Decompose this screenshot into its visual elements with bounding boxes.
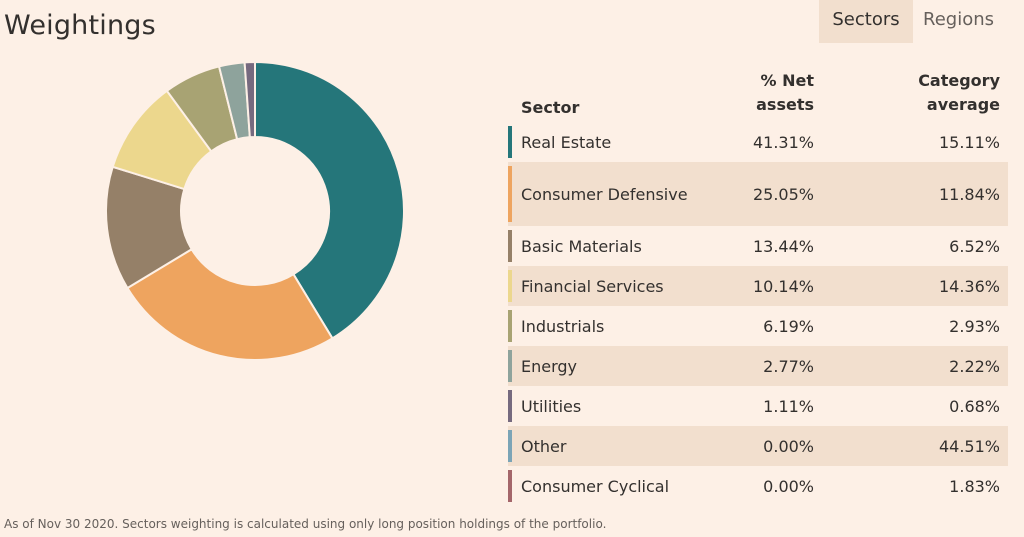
donut-slice-real-estate[interactable] [254,60,405,340]
sector-name: Financial Services [521,276,664,296]
table-row-financial-services: Financial Services 10.14% 14.36% [508,266,1008,306]
table-row-energy: Energy 2.77% 2.22% [508,346,1008,386]
page-title: Weightings [4,10,156,41]
legend-swatch [508,166,512,222]
category-average-value: 1.83% [949,476,1000,496]
table-row-real-estate: Real Estate 41.31% 15.11% [508,122,1008,162]
net-assets-value: 2.77% [763,356,814,376]
sector-name: Basic Materials [521,236,642,256]
net-assets-value: 1.11% [763,396,814,416]
tab-regions[interactable]: Regions [923,9,994,30]
column-header-net-assets: % Net assets [756,69,814,117]
tab-sectors[interactable]: Sectors [819,0,913,43]
category-average-value: 2.22% [949,356,1000,376]
table-row-consumer-cyclical: Consumer Cyclical 0.00% 1.83% [508,466,1008,506]
column-header-category-average: Category average [918,69,1000,117]
category-average-value: 14.36% [938,276,1000,296]
sector-name: Real Estate [521,132,612,152]
category-average-value: 15.11% [938,132,1000,152]
category-average-value: 6.52% [949,236,1000,256]
category-average-value: 0.68% [949,396,1000,416]
legend-swatch [508,310,512,342]
table-row-consumer-defensive: Consumer Defensive 25.05% 11.84% [508,162,1008,226]
table-body: Real Estate 41.31% 15.11% Consumer Defensiv… [508,122,1008,506]
sector-name: Utilities [521,396,582,416]
weightings-table: Sector % Net assets Category average Rea… [508,60,1008,506]
sector-name: Other [521,436,567,456]
column-header-sector: Sector [521,98,580,117]
legend-swatch [508,126,512,158]
legend-swatch [508,430,512,462]
column-header-net-assets-line1: % Net [760,71,815,90]
net-assets-value: 0.00% [763,476,814,496]
net-assets-value: 0.00% [763,436,814,456]
legend-swatch [508,230,512,262]
legend-swatch [508,270,512,302]
table-row-basic-materials: Basic Materials 13.44% 6.52% [508,226,1008,266]
tab-bar: Sectors Regions [819,0,1013,43]
donut-slice-utilities[interactable] [243,60,256,139]
category-average-value: 11.84% [938,184,1000,204]
sector-name: Consumer Defensive [521,184,688,204]
donut-slice-consumer-defensive[interactable] [126,247,334,361]
table-row-utilities: Utilities 1.11% 0.68% [508,386,1008,426]
table-header: Sector % Net assets Category average [508,60,1008,122]
sector-name: Energy [521,356,578,376]
net-assets-value: 10.14% [752,276,814,296]
net-assets-value: 41.31% [752,132,814,152]
column-header-category-line1: Category [918,71,1000,90]
table-row-industrials: Industrials 6.19% 2.93% [508,306,1008,346]
legend-swatch [508,470,512,502]
sector-donut-chart [105,60,405,361]
net-assets-value: 13.44% [752,236,814,256]
table-row-other: Other 0.00% 44.51% [508,426,1008,466]
category-average-value: 44.51% [938,436,1000,456]
sector-name: Industrials [521,316,605,336]
category-average-value: 2.93% [949,316,1000,336]
footnote: As of Nov 30 2020. Sectors weighting is … [4,517,607,531]
legend-swatch [508,390,512,422]
net-assets-value: 6.19% [763,316,814,336]
column-header-net-assets-line2: assets [756,95,814,114]
legend-swatch [508,350,512,382]
column-header-category-line2: average [926,95,1000,114]
sector-name: Consumer Cyclical [521,476,670,496]
net-assets-value: 25.05% [752,184,814,204]
